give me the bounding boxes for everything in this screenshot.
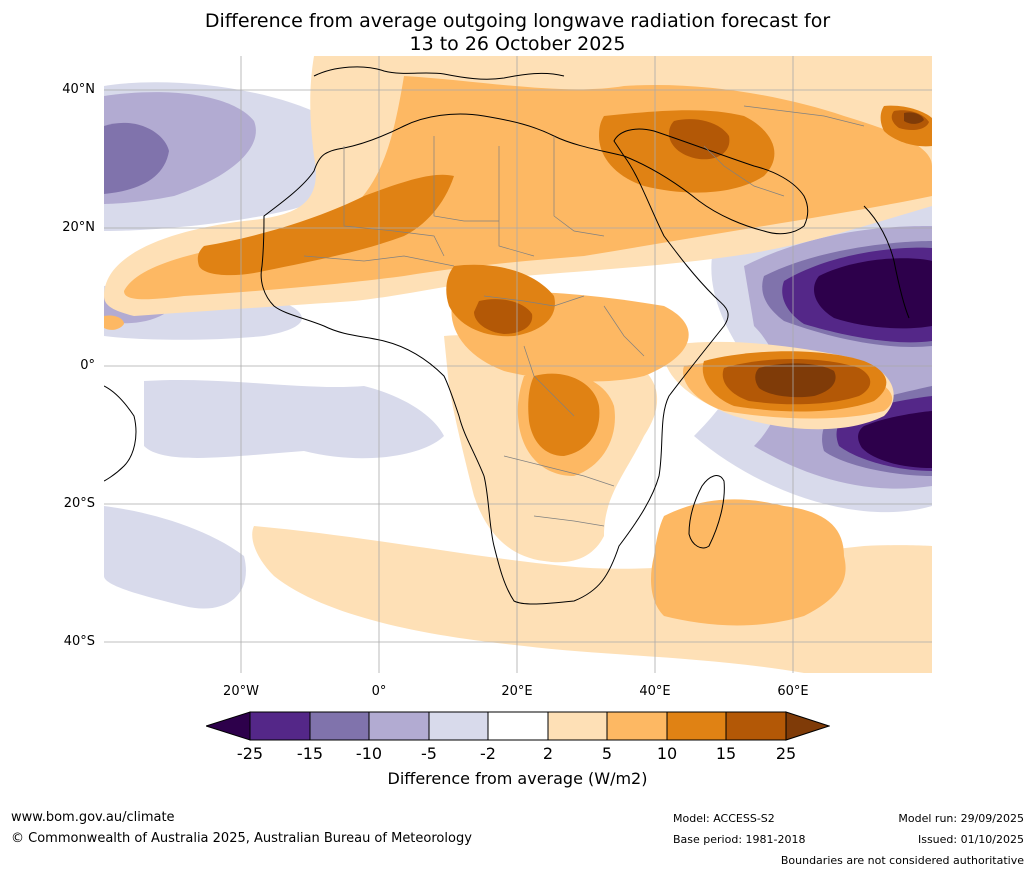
colorbar-bin-m15-m10 [309,711,370,741]
title-line-1: Difference from average outgoing longwav… [204,10,831,32]
negative-anomaly-extreme [814,258,932,468]
lon-label-40e: 40°E [639,684,671,699]
colorbar-label: Difference from average (W/m2) [387,769,648,788]
colorbar-bin-m2-p2 [487,711,549,741]
colorbar-bin-p2-p5 [547,711,608,741]
positive-anomaly-extreme [755,112,924,398]
model-run-date: Model run: 29/09/2025 [898,812,1024,825]
colorbar-bin-p10-p15 [666,711,727,741]
colorbar-tick: -10 [355,744,383,763]
graticule [104,56,932,673]
lon-label-20e: 20°E [501,684,533,699]
colorbar-tick: -15 [296,744,324,763]
title-line-2: 13 to 26 October 2025 [409,33,626,55]
colorbar-tick: -2 [480,744,496,763]
colorbar-tick: 10 [656,744,678,763]
lon-label-20w: 20°W [223,684,259,699]
base-period: Base period: 1981-2018 [673,833,806,846]
country-borders [303,105,865,527]
map-panel [104,56,932,673]
colorbar-bin-p5-p10 [606,711,668,741]
colorbar-tick: -25 [236,744,264,763]
colorbar-tick: 15 [715,744,737,763]
colorbar-tick: 2 [542,744,554,763]
colorbar-bin-p15-p25 [725,711,787,741]
lat-label-20s: 20°S [63,496,95,511]
colorbar-extend-low [206,711,251,741]
lat-label-40s: 40°S [63,634,95,649]
lat-label-40n: 40°N [62,82,95,97]
colorbar-tick: 25 [775,744,797,763]
model-name: Model: ACCESS-S2 [673,812,775,825]
colorbar [206,711,830,741]
colorbar-tick: -5 [421,744,437,763]
copyright-text: © Commonwealth of Australia 2025, Austra… [11,831,472,846]
colorbar-bin-m5-m2 [428,711,489,741]
colorbar-extend-high [785,711,830,741]
colorbar-tick: 5 [601,744,613,763]
coastlines [104,66,910,605]
issued-date: Issued: 01/10/2025 [917,833,1024,846]
colorbar-bin-m10-m5 [368,711,430,741]
map-title: Difference from average outgoing longwav… [0,10,1035,56]
lon-label-0: 0° [371,684,387,699]
website-link[interactable]: www.bom.gov.au/climate [11,810,175,825]
lon-label-60e: 60°E [777,684,809,699]
lat-label-20n: 20°N [62,220,95,235]
colorbar-bin-m25-m15 [249,711,311,741]
boundaries-disclaimer: Boundaries are not considered authoritat… [780,854,1024,867]
anomaly-map [104,56,932,673]
lat-label-equator: 0° [80,358,95,373]
